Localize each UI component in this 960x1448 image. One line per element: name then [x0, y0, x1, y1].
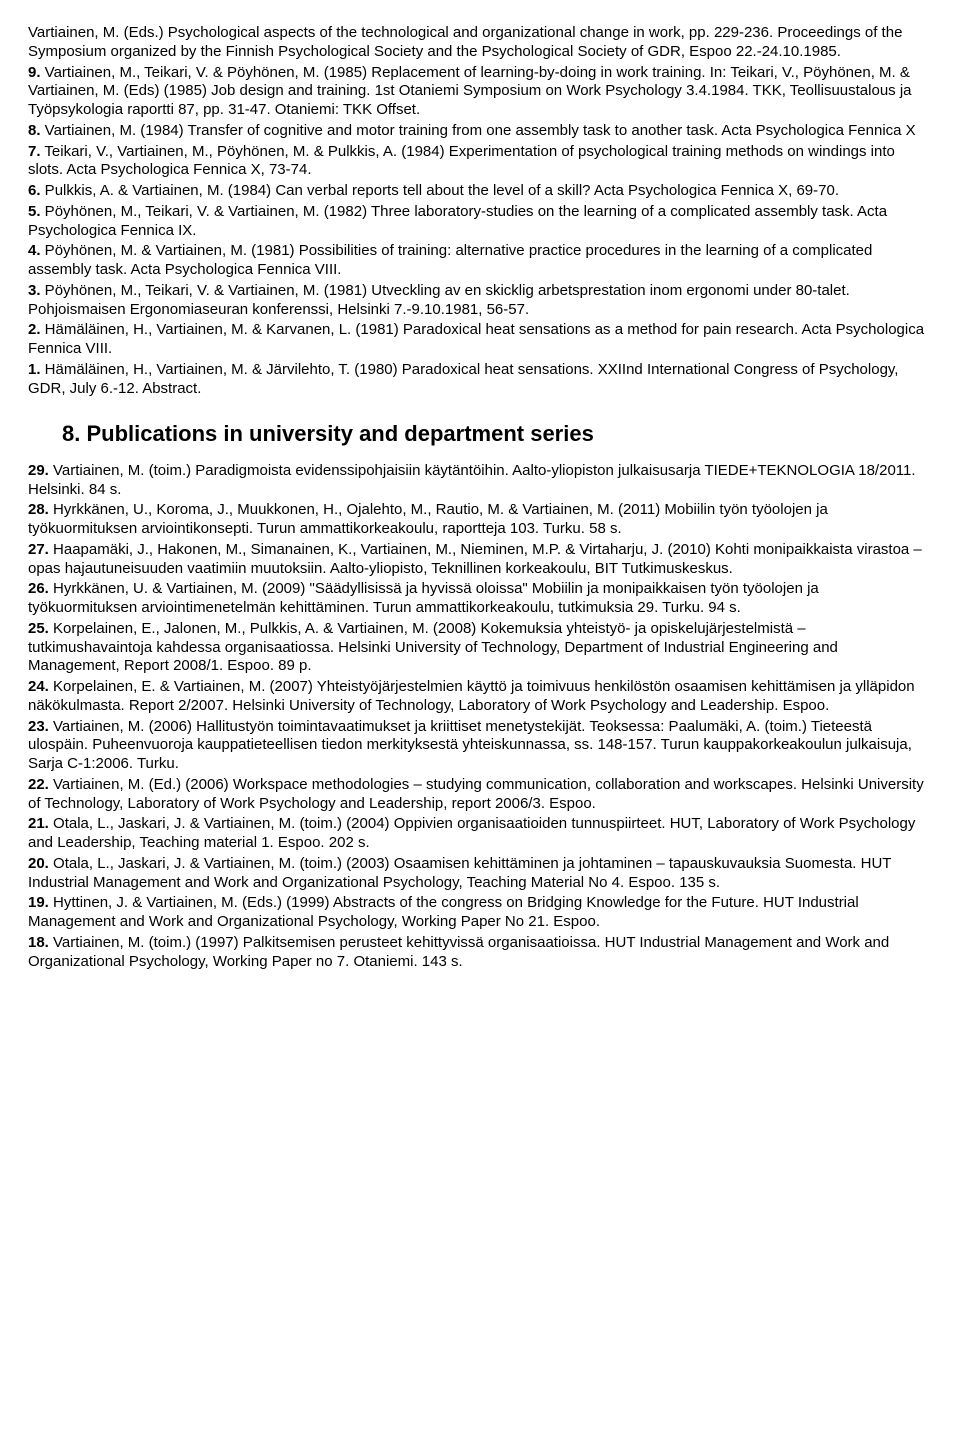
- publication-entry: 3. Pöyhönen, M., Teikari, V. & Vartiaine…: [28, 282, 932, 320]
- publication-entry: 9. Vartiainen, M., Teikari, V. & Pöyhöne…: [28, 64, 932, 120]
- publication-entry: 26. Hyrkkänen, U. & Vartiainen, M. (2009…: [28, 580, 932, 618]
- publication-entry: 4. Pöyhönen, M. & Vartiainen, M. (1981) …: [28, 242, 932, 280]
- entry-number: 20.: [28, 855, 49, 872]
- entry-text: Korpelainen, E., Jalonen, M., Pulkkis, A…: [28, 620, 838, 675]
- entry-text: Hyrkkänen, U., Koroma, J., Muukkonen, H.…: [28, 501, 828, 537]
- publication-entry: 21. Otala, L., Jaskari, J. & Vartiainen,…: [28, 815, 932, 853]
- publication-entry: 22. Vartiainen, M. (Ed.) (2006) Workspac…: [28, 776, 932, 814]
- entry-text: Otala, L., Jaskari, J. & Vartiainen, M. …: [28, 815, 915, 851]
- entry-number: 21.: [28, 815, 49, 832]
- entry-number: 29.: [28, 462, 49, 479]
- entry-text: Vartiainen, M. (2006) Hallitustyön toimi…: [28, 718, 912, 773]
- entry-number: 22.: [28, 776, 49, 793]
- entry-number: 1.: [28, 361, 41, 378]
- entry-text: Teikari, V., Vartiainen, M., Pöyhönen, M…: [28, 143, 895, 179]
- entry-number: 7.: [28, 143, 41, 160]
- entry-number: 18.: [28, 934, 49, 951]
- entry-number: 6.: [28, 182, 41, 199]
- publication-entry: 20. Otala, L., Jaskari, J. & Vartiainen,…: [28, 855, 932, 893]
- section-heading: 8. Publications in university and depart…: [62, 420, 932, 448]
- entry-number: 25.: [28, 620, 49, 637]
- entry-number: 4.: [28, 242, 41, 259]
- publication-entry: 19. Hyttinen, J. & Vartiainen, M. (Eds.)…: [28, 894, 932, 932]
- entry-text: Hämäläinen, H., Vartiainen, M. & Karvane…: [28, 321, 924, 357]
- publication-entry: 2. Hämäläinen, H., Vartiainen, M. & Karv…: [28, 321, 932, 359]
- entry-number: 26.: [28, 580, 49, 597]
- entry-text: Vartiainen, M., Teikari, V. & Pöyhönen, …: [28, 64, 912, 119]
- publication-list-bottom: 29. Vartiainen, M. (toim.) Paradigmoista…: [28, 462, 932, 972]
- entry-number: 2.: [28, 321, 41, 338]
- entry-text: Pöyhönen, M., Teikari, V. & Vartiainen, …: [28, 203, 887, 239]
- entry-text: Hämäläinen, H., Vartiainen, M. & Järvile…: [28, 361, 898, 397]
- entry-text: Vartiainen, M. (Ed.) (2006) Workspace me…: [28, 776, 924, 812]
- entry-text: Vartiainen, M. (toim.) (1997) Palkitsemi…: [28, 934, 889, 970]
- entry-number: 23.: [28, 718, 49, 735]
- publication-entry: 8. Vartiainen, M. (1984) Transfer of cog…: [28, 122, 932, 141]
- entry-number: 3.: [28, 282, 41, 299]
- entry-number: 9.: [28, 64, 41, 81]
- publication-entry: 18. Vartiainen, M. (toim.) (1997) Palkit…: [28, 934, 932, 972]
- publication-entry: 24. Korpelainen, E. & Vartiainen, M. (20…: [28, 678, 932, 716]
- entry-text: Pöyhönen, M., Teikari, V. & Vartiainen, …: [28, 282, 850, 318]
- publication-entry: 29. Vartiainen, M. (toim.) Paradigmoista…: [28, 462, 932, 500]
- publication-entry: 7. Teikari, V., Vartiainen, M., Pöyhönen…: [28, 143, 932, 181]
- entry-text: Pulkkis, A. & Vartiainen, M. (1984) Can …: [41, 182, 839, 199]
- entry-text: Haapamäki, J., Hakonen, M., Simanainen, …: [28, 541, 922, 577]
- publication-entry: Vartiainen, M. (Eds.) Psychological aspe…: [28, 24, 932, 62]
- publication-entry: 28. Hyrkkänen, U., Koroma, J., Muukkonen…: [28, 501, 932, 539]
- entry-number: 28.: [28, 501, 49, 518]
- publication-entry: 1. Hämäläinen, H., Vartiainen, M. & Järv…: [28, 361, 932, 399]
- publication-list-top: Vartiainen, M. (Eds.) Psychological aspe…: [28, 24, 932, 398]
- entry-text: Vartiainen, M. (Eds.) Psychological aspe…: [28, 24, 902, 60]
- entry-text: Vartiainen, M. (1984) Transfer of cognit…: [41, 122, 916, 139]
- entry-text: Vartiainen, M. (toim.) Paradigmoista evi…: [28, 462, 916, 498]
- entry-text: Hyrkkänen, U. & Vartiainen, M. (2009) "S…: [28, 580, 819, 616]
- publication-entry: 25. Korpelainen, E., Jalonen, M., Pulkki…: [28, 620, 932, 676]
- entry-number: 5.: [28, 203, 41, 220]
- publication-entry: 23. Vartiainen, M. (2006) Hallitustyön t…: [28, 718, 932, 774]
- entry-text: Otala, L., Jaskari, J. & Vartiainen, M. …: [28, 855, 891, 891]
- publication-entry: 6. Pulkkis, A. & Vartiainen, M. (1984) C…: [28, 182, 932, 201]
- entry-number: 24.: [28, 678, 49, 695]
- entry-text: Hyttinen, J. & Vartiainen, M. (Eds.) (19…: [28, 894, 859, 930]
- entry-number: 8.: [28, 122, 41, 139]
- entry-text: Korpelainen, E. & Vartiainen, M. (2007) …: [28, 678, 915, 714]
- publication-entry: 27. Haapamäki, J., Hakonen, M., Simanain…: [28, 541, 932, 579]
- publication-entry: 5. Pöyhönen, M., Teikari, V. & Vartiaine…: [28, 203, 932, 241]
- entry-text: Pöyhönen, M. & Vartiainen, M. (1981) Pos…: [28, 242, 872, 278]
- entry-number: 19.: [28, 894, 49, 911]
- entry-number: 27.: [28, 541, 49, 558]
